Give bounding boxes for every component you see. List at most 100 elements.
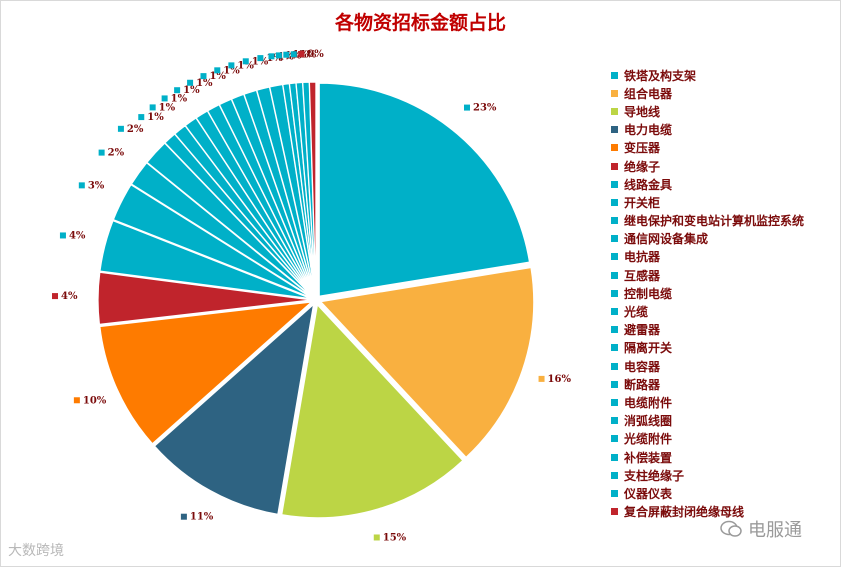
data-label-text: 2% xyxy=(108,148,125,159)
data-label-7: 4% xyxy=(59,230,86,241)
legend-item: 光缆 xyxy=(611,302,836,320)
legend-swatch xyxy=(611,308,618,316)
legend-item: 控制电缆 xyxy=(611,284,836,302)
legend-item: 隔离开关 xyxy=(611,339,836,357)
legend-label: 仪器仪表 xyxy=(624,486,673,501)
legend-label: 断路器 xyxy=(624,377,661,392)
legend-swatch xyxy=(611,326,618,334)
legend-swatch xyxy=(611,289,618,297)
data-label-text: 10% xyxy=(83,395,107,406)
data-label-19: 1% xyxy=(242,56,269,67)
pie-slice-2 xyxy=(319,266,535,459)
legend-label: 开关柜 xyxy=(624,195,661,210)
data-label-marker xyxy=(59,232,66,239)
data-label-3: 15% xyxy=(373,532,407,543)
legend-label: 绝缘子 xyxy=(624,159,661,174)
data-label-marker xyxy=(298,51,305,58)
pie-data-labels: 23%16%15%11%10%4%4%3%2%2%1%1%1%1%1%1%1%1… xyxy=(52,49,571,543)
data-label-text: 1% xyxy=(209,71,226,82)
legend-label: 光缆附件 xyxy=(624,432,673,447)
legend-swatch xyxy=(611,508,618,516)
legend-swatch xyxy=(611,344,618,352)
data-label-text: 2% xyxy=(127,124,144,135)
data-label-marker xyxy=(149,104,156,111)
data-label-text: 1% xyxy=(266,53,283,64)
data-label-4: 11% xyxy=(180,512,214,523)
data-label-marker xyxy=(200,73,207,80)
data-label-marker xyxy=(373,534,380,541)
legend-swatch xyxy=(611,71,618,79)
pie-slice-5 xyxy=(99,301,314,445)
legend-item: 继电保护和变电站计算机监控系统 xyxy=(611,212,836,230)
legend-item: 互感器 xyxy=(611,266,836,284)
legend-item: 导地线 xyxy=(611,102,836,120)
legend-swatch xyxy=(611,235,618,243)
legend-swatch xyxy=(611,489,618,497)
legend-swatch xyxy=(611,253,618,261)
data-label-marker xyxy=(463,104,470,111)
legend-swatch xyxy=(611,198,618,206)
data-label-marker xyxy=(187,79,194,86)
watermark-left: 大数跨境 xyxy=(8,543,64,559)
data-label-marker xyxy=(214,67,221,74)
legend-item: 变压器 xyxy=(611,139,836,157)
data-label-marker xyxy=(290,51,297,58)
data-label-text: 4% xyxy=(61,291,78,302)
legend-swatch xyxy=(611,89,618,97)
data-label-text: 1% xyxy=(147,112,164,123)
legend-label: 控制电缆 xyxy=(624,286,673,301)
legend-item: 电容器 xyxy=(611,357,836,375)
data-label-13: 1% xyxy=(161,93,188,104)
data-label-marker xyxy=(228,62,235,69)
data-label-text: 4% xyxy=(69,230,86,241)
pie-slice-4 xyxy=(153,302,315,516)
data-label-16: 1% xyxy=(200,71,226,82)
data-label-marker xyxy=(283,51,290,58)
data-label-12: 1% xyxy=(149,102,176,113)
data-label-9: 2% xyxy=(98,148,125,159)
data-label-text: 1% xyxy=(159,102,176,113)
legend-item: 组合电器 xyxy=(611,84,836,102)
data-label-text: 1% xyxy=(171,93,188,104)
legend-item: 补偿装置 xyxy=(611,448,836,466)
legend-label: 隔离开关 xyxy=(624,341,673,356)
data-label-text: 1% xyxy=(196,78,213,89)
data-label-10: 2% xyxy=(117,124,144,135)
legend-label: 线路金具 xyxy=(624,177,673,192)
data-label-6: 4% xyxy=(52,291,78,302)
legend-item: 线路金具 xyxy=(611,175,836,193)
data-label-text: 0% xyxy=(307,49,324,60)
chart-title: 各物资招标金额占比 xyxy=(334,12,506,34)
pie-slice-9 xyxy=(130,161,313,298)
legend-swatch xyxy=(611,180,618,188)
data-label-text: 1% xyxy=(223,65,240,76)
pie-slice-6 xyxy=(97,271,312,326)
pie-slice-1 xyxy=(318,82,531,297)
data-label-marker xyxy=(73,397,80,404)
legend-label: 导地线 xyxy=(624,104,661,119)
data-label-marker xyxy=(52,293,59,300)
legend-label: 电容器 xyxy=(624,359,661,374)
pie-slice-8 xyxy=(112,183,312,299)
legend-label: 继电保护和变电站计算机监控系统 xyxy=(624,214,805,229)
legend-item: 仪器仪表 xyxy=(611,484,836,502)
data-label-text: 15% xyxy=(383,532,407,543)
legend-label: 互感器 xyxy=(624,268,661,283)
legend-label: 光缆 xyxy=(624,305,649,320)
legend-swatch xyxy=(611,162,618,170)
legend-label: 铁塔及构支架 xyxy=(624,68,697,83)
legend-label: 电缆附件 xyxy=(624,395,673,410)
data-label-marker xyxy=(78,182,85,189)
legend-label: 通信网设备集成 xyxy=(624,232,709,247)
pie-slice-25 xyxy=(308,81,317,296)
legend-swatch xyxy=(611,217,618,225)
data-label-20: 1% xyxy=(257,53,283,64)
legend-item: 支柱绝缘子 xyxy=(611,466,836,484)
legend-label: 支柱绝缘子 xyxy=(624,468,685,483)
legend-item: 避雷器 xyxy=(611,321,836,339)
data-label-18: 1% xyxy=(228,60,254,71)
data-label-marker xyxy=(138,114,145,121)
data-label-14: 1% xyxy=(174,85,200,96)
legend-swatch xyxy=(611,471,618,479)
